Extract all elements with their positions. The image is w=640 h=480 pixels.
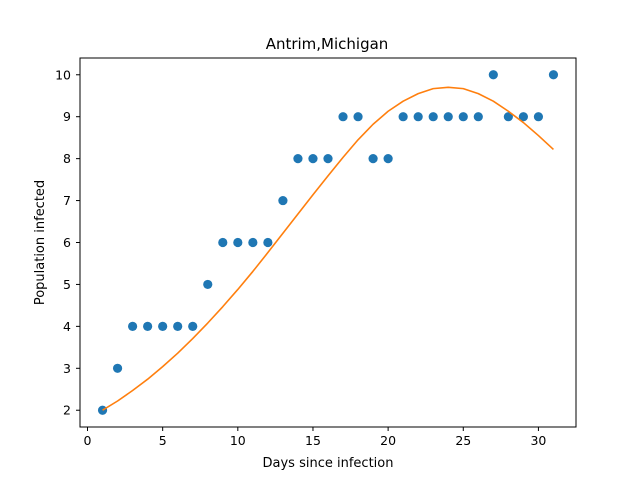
data-point [278, 195, 288, 206]
data-point [533, 112, 544, 122]
plot-area [97, 70, 559, 415]
y-tick-label: 5 [63, 277, 71, 292]
data-point [128, 321, 138, 331]
y-axis-label: Population infected [33, 180, 48, 305]
y-tick-label: 4 [63, 319, 71, 334]
data-point [503, 112, 513, 122]
data-point [173, 321, 183, 331]
data-point [338, 112, 348, 122]
x-tick-label: 10 [230, 433, 246, 448]
data-point [143, 321, 153, 331]
data-point [263, 237, 273, 248]
data-point [112, 363, 123, 373]
y-tick-label: 7 [63, 193, 71, 208]
y-tick-label: 3 [63, 361, 71, 376]
data-point [218, 237, 228, 248]
data-point [428, 112, 438, 122]
data-point [323, 154, 333, 164]
data-point [458, 112, 468, 122]
x-tick-label: 15 [305, 433, 321, 448]
x-tick-label: 0 [84, 433, 92, 448]
y-tick-label: 10 [55, 67, 71, 82]
data-point [158, 321, 168, 331]
y-tick-label: 9 [63, 109, 71, 124]
data-point [308, 154, 318, 164]
data-point [188, 321, 198, 331]
data-point [368, 154, 378, 164]
data-point [548, 70, 559, 80]
x-tick-label: 20 [380, 433, 396, 448]
data-point [203, 279, 213, 290]
data-point [488, 70, 498, 80]
data-point [248, 237, 258, 248]
data-point [518, 112, 528, 122]
chart-title: Antrim,Michigan [266, 35, 389, 53]
data-point [398, 112, 408, 122]
data-point [293, 154, 303, 164]
data-point [233, 237, 243, 248]
data-point [473, 112, 483, 122]
data-point [443, 112, 453, 122]
fit-curve-line [102, 86, 554, 411]
x-tick-label: 25 [455, 433, 471, 448]
y-axis: 2 3 4 5 6 7 8 9 10 [55, 67, 80, 418]
y-tick-label: 2 [63, 403, 71, 418]
data-point [383, 154, 393, 164]
data-point [97, 405, 108, 415]
x-axis: 0 5 10 15 20 25 30 [84, 427, 546, 448]
y-tick-label: 8 [63, 151, 71, 166]
x-tick-label: 30 [530, 433, 546, 448]
y-tick-label: 6 [63, 235, 71, 250]
data-point [353, 112, 363, 122]
x-tick-label: 5 [159, 433, 167, 448]
axes-frame [79, 57, 577, 428]
x-axis-label: Days since infection [263, 456, 394, 471]
data-point [413, 112, 423, 122]
